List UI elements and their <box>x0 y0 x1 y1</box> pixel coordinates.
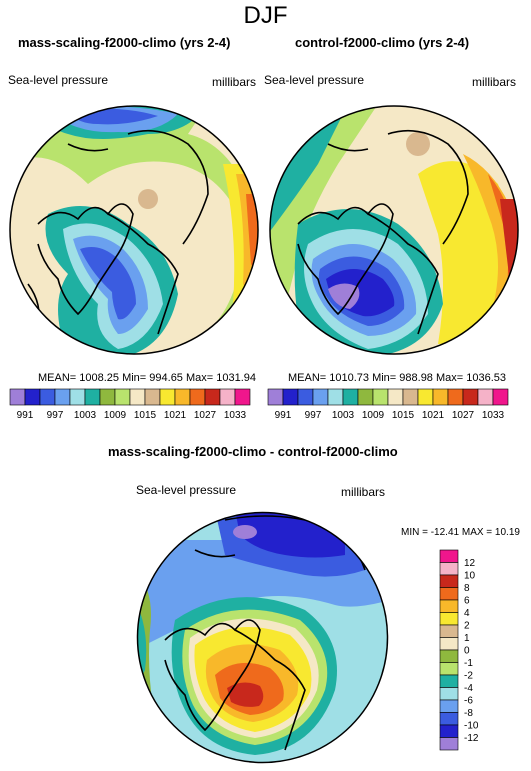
panel3-colorbar-tick-label: 10 <box>464 571 476 582</box>
panel3-colorbar-tick-label: 6 <box>464 596 470 607</box>
panel2-colorbar-tick-label: 1015 <box>392 410 415 421</box>
panel1-stats: MEAN= 1008.25 Min= 994.65 Max= 1031.94 <box>38 372 257 384</box>
panel1-colorbar-swatch <box>84 388 101 406</box>
panel1-colorbar-swatch <box>144 388 161 406</box>
panel2-colorbar-swatch <box>492 388 509 406</box>
panel1-units-label: millibars <box>212 75 257 89</box>
panel3-variable-label: Sea-level pressure <box>136 483 237 497</box>
panel3-colorbar-swatch <box>439 587 459 601</box>
panel1-colorbar-swatch <box>204 388 221 406</box>
panel3-colorbar-tick-label: -1 <box>464 658 473 669</box>
panel2-title: control-f2000-climo (yrs 2-4) <box>295 35 470 50</box>
panel3-colorbar-swatch <box>439 612 459 626</box>
panel2-colorbar-swatch <box>417 388 434 406</box>
panel1-colorbar-tick-label: 1021 <box>164 410 187 421</box>
panel3-polar-map <box>136 511 389 764</box>
panel2-colorbar-tick-label: 991 <box>275 410 292 421</box>
panel3-colorbar-swatch <box>439 624 459 638</box>
panel1-colorbar-swatch <box>99 388 116 406</box>
panel3-colorbar-swatch <box>439 662 459 676</box>
panel2-colorbar-swatch <box>387 388 404 406</box>
panel3-colorbar-tick-label: -6 <box>464 696 473 707</box>
panel1-colorbar-swatch <box>129 388 146 406</box>
panel2-colorbar-tick-label: 997 <box>305 410 322 421</box>
panel1-colorbar-tick-label: 1027 <box>194 410 217 421</box>
panel3-colorbar-tick-label: 12 <box>464 558 476 569</box>
panel2-colorbar-swatch <box>402 388 419 406</box>
panel1-colorbar-swatch <box>114 388 131 406</box>
panel3-colorbar-tick-label: 8 <box>464 583 470 594</box>
panel2-colorbar: 991 997 1003 1009 1015 1021 1027 1033 <box>267 388 509 421</box>
panel1-colorbar-swatch <box>219 388 236 406</box>
panel1-colorbar-swatch <box>189 388 206 406</box>
panel1-colorbar-tick-label: 1015 <box>134 410 157 421</box>
panel3-title: mass-scaling-f2000-climo - control-f2000… <box>108 444 398 459</box>
panel3-colorbar-swatch <box>439 562 459 576</box>
panel1-colorbar-swatch <box>234 388 251 406</box>
panel2-colorbar-tick-label: 1009 <box>362 410 385 421</box>
panel3-colorbar-swatch <box>439 599 459 613</box>
panel3-colorbar-tick-label: -4 <box>464 683 473 694</box>
panel2-colorbar-swatch <box>357 388 374 406</box>
panel2-colorbar-tick-label: 1021 <box>422 410 445 421</box>
panel1-colorbar-swatch <box>159 388 176 406</box>
panel2-colorbar-swatch <box>327 388 344 406</box>
panel3-colorbar-swatch <box>439 549 459 563</box>
panel3-colorbar-tick-label: -8 <box>464 708 473 719</box>
panel1-colorbar-swatch <box>69 388 86 406</box>
panel2-colorbar-swatch <box>282 388 299 406</box>
panel2-colorbar-swatch <box>372 388 389 406</box>
panel3-colorbar-tick-label: -10 <box>464 721 479 732</box>
panel3-colorbar-tick-label: 2 <box>464 621 470 632</box>
panel1-colorbar: 991 997 1003 1009 1015 1021 1027 1033 <box>9 388 251 421</box>
panel3-colorbar-swatch <box>439 687 459 701</box>
panel2-colorbar-tick-label: 1027 <box>452 410 475 421</box>
panel1-title: mass-scaling-f2000-climo (yrs 2-4) <box>18 35 231 50</box>
panel1-colorbar-tick-label: 1003 <box>74 410 97 421</box>
panel3-colorbar-swatch <box>439 649 459 663</box>
figure-title: DJF <box>243 2 288 29</box>
panel3-colorbar-swatch <box>439 674 459 688</box>
panel2-units-label: millibars <box>472 75 517 89</box>
panel1-colorbar-tick-label: 997 <box>47 410 64 421</box>
panel3-colorbar-swatch <box>439 724 459 738</box>
panel3-colorbar-tick-label: -12 <box>464 733 479 744</box>
panel3-colorbar-swatch <box>439 737 459 751</box>
panel1-colorbar-tick-label: 1033 <box>224 410 247 421</box>
panel1-variable-label: Sea-level pressure <box>8 73 109 87</box>
panel3-colorbar-swatch <box>439 699 459 713</box>
panel2-colorbar-swatch <box>447 388 464 406</box>
panel2-colorbar-swatch <box>432 388 449 406</box>
panel3-units-label: millibars <box>341 485 386 499</box>
panel2-stats: MEAN= 1010.73 Min= 988.98 Max= 1036.53 <box>288 372 507 384</box>
panel1-colorbar-tick-label: 1009 <box>104 410 127 421</box>
panel2-colorbar-swatch <box>267 388 284 406</box>
panel3-colorbar-tick-label: 0 <box>464 646 470 657</box>
panel3-colorbar-swatch <box>439 574 459 588</box>
panel3-colorbar-swatch <box>439 637 459 651</box>
panel3-colorbar-swatch <box>439 712 459 726</box>
panel2-colorbar-swatch <box>477 388 494 406</box>
panel1-colorbar-swatch <box>9 388 26 406</box>
panel2-colorbar-swatch <box>312 388 329 406</box>
panel3-colorbar-tick-label: 1 <box>464 633 470 644</box>
panel1-colorbar-tick-label: 991 <box>17 410 34 421</box>
panel2-colorbar-swatch <box>297 388 314 406</box>
panel1-colorbar-swatch <box>24 388 41 406</box>
panel3-stats: MIN = -12.41 MAX = 10.19 <box>401 527 520 538</box>
panel1-colorbar-swatch <box>39 388 56 406</box>
panel2-colorbar-swatch <box>462 388 479 406</box>
panel3-colorbar-tick-label: -2 <box>464 671 473 682</box>
panel2-colorbar-tick-label: 1003 <box>332 410 355 421</box>
panel3-colorbar-tick-label: 4 <box>464 608 470 619</box>
panel2-variable-label: Sea-level pressure <box>264 73 365 87</box>
panel2-colorbar-tick-label: 1033 <box>482 410 505 421</box>
panel1-polar-map <box>9 105 259 355</box>
panel2-polar-map <box>269 105 519 355</box>
panel1-colorbar-swatch <box>174 388 191 406</box>
panel2-colorbar-swatch <box>342 388 359 406</box>
panel1-colorbar-swatch <box>54 388 71 406</box>
